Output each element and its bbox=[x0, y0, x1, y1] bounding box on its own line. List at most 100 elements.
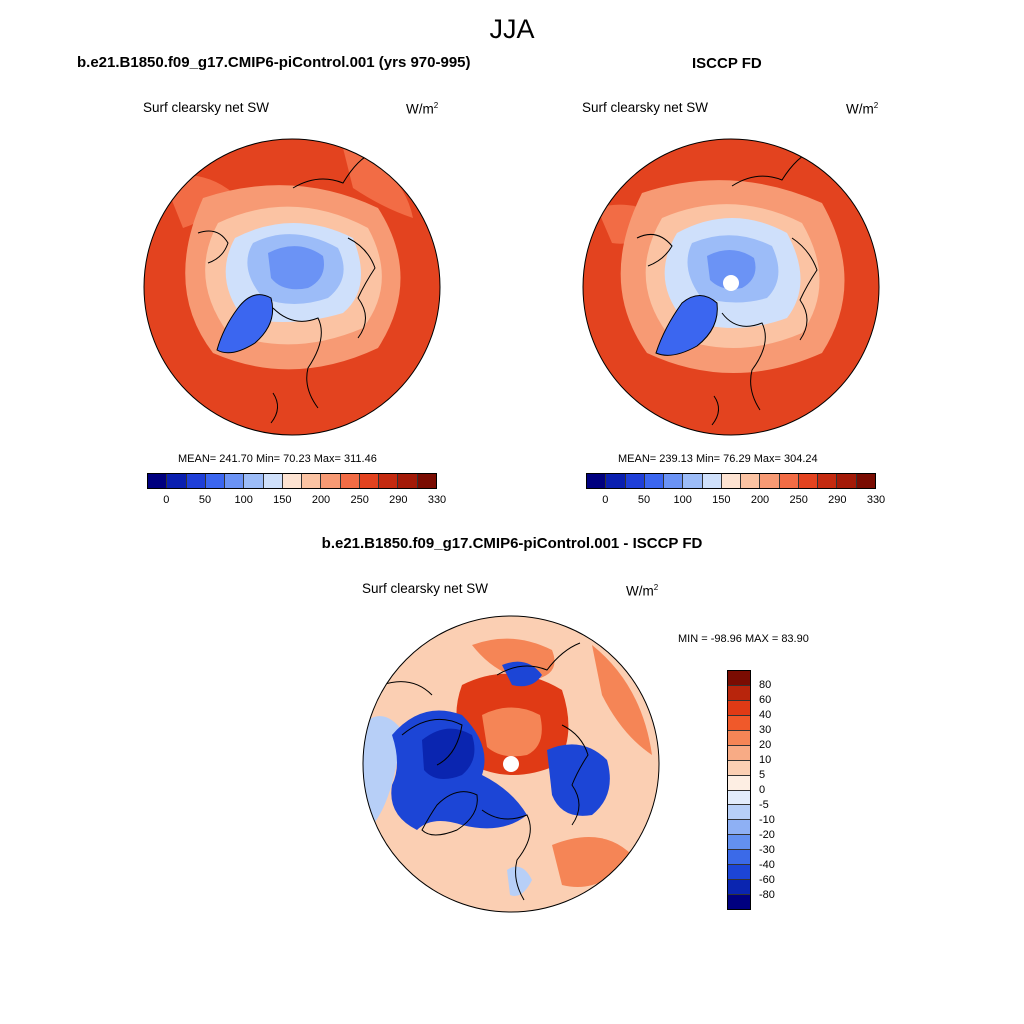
colorbar-swatch bbox=[741, 474, 761, 488]
panel3-colorbar-labels: 80 60 40 30 20 10 5 0 -5 -10 -20 -30 -40 -60 -80 bbox=[759, 670, 799, 910]
colorbar-tick-label: 150 bbox=[712, 494, 731, 506]
map-field bbox=[707, 249, 756, 289]
colorbar-tick-label: 50 bbox=[198, 494, 212, 506]
colorbar-swatch bbox=[606, 474, 626, 488]
colorbar-swatch bbox=[398, 474, 418, 488]
panel2-variable: Surf clearsky net SW bbox=[582, 100, 709, 115]
colorbar-swatch bbox=[282, 474, 303, 488]
colorbar-tick-label: 150 bbox=[273, 494, 292, 506]
colorbar-tick-label: -40 bbox=[759, 859, 775, 871]
colorbar-swatch bbox=[379, 474, 399, 488]
colorbar-swatch bbox=[728, 700, 750, 716]
colorbar-swatch bbox=[728, 715, 750, 731]
panel3-colorbar bbox=[727, 670, 751, 910]
colorbar-tick-label: 250 bbox=[350, 494, 369, 506]
colorbar-swatch bbox=[728, 671, 750, 686]
colorbar-tick-label: 290 bbox=[389, 494, 408, 506]
colorbar-swatch bbox=[728, 820, 750, 836]
colorbar-swatch bbox=[728, 730, 750, 746]
panel1-colorbar-labels: 0 50 100 150 200 250 290 330 bbox=[147, 494, 446, 508]
colorbar-tick-label: 200 bbox=[750, 494, 770, 506]
colorbar-swatch bbox=[728, 835, 750, 851]
map-field bbox=[507, 866, 532, 896]
colorbar-tick-label: 290 bbox=[828, 494, 847, 506]
colorbar-swatch bbox=[587, 474, 607, 488]
colorbar-tick-label: -10 bbox=[759, 814, 775, 826]
colorbar-tick-label: 40 bbox=[759, 709, 772, 721]
colorbar-swatch bbox=[321, 474, 341, 488]
pole-hole bbox=[723, 275, 739, 291]
colorbar-tick-label: -80 bbox=[759, 889, 775, 901]
colorbar-swatch bbox=[837, 474, 857, 488]
colorbar-swatch bbox=[760, 474, 780, 488]
colorbar-swatch bbox=[186, 474, 206, 488]
map-field bbox=[482, 707, 542, 757]
coastlines bbox=[636, 149, 818, 426]
colorbar-tick-label: -5 bbox=[759, 799, 769, 811]
colorbar-swatch bbox=[798, 474, 819, 488]
panel1-polar-map bbox=[143, 138, 441, 436]
colorbar-swatch bbox=[625, 474, 645, 488]
panel2-title: ISCCP FD bbox=[692, 55, 762, 72]
colorbar-tick-label: -60 bbox=[759, 874, 775, 886]
panel3-title: b.e21.B1850.f09_g17.CMIP6-piControl.001 … bbox=[321, 535, 703, 552]
colorbar-swatch bbox=[148, 474, 168, 488]
colorbar-swatch bbox=[302, 474, 322, 488]
panel2-stats: MEAN= 239.13 Min= 76.29 Max= 304.24 bbox=[618, 453, 818, 465]
colorbar-tick-label: 20 bbox=[759, 739, 772, 751]
colorbar-tick-label: -30 bbox=[759, 844, 775, 856]
colorbar-swatch bbox=[728, 685, 750, 701]
panel1-title: b.e21.B1850.f09_g17.CMIP6-piControl.001 … bbox=[77, 54, 471, 71]
colorbar-tick-label: 250 bbox=[789, 494, 808, 506]
colorbar-swatch bbox=[728, 850, 750, 866]
panel3-stats: MIN = -98.96 MAX = 83.90 bbox=[678, 633, 809, 645]
colorbar-tick-label: 100 bbox=[673, 494, 692, 506]
panel3-variable: Surf clearsky net SW bbox=[362, 581, 489, 596]
colorbar-tick-label: 80 bbox=[759, 679, 772, 691]
colorbar-swatch bbox=[728, 805, 750, 821]
colorbar-swatch bbox=[728, 790, 750, 806]
panel1-stats: MEAN= 241.70 Min= 70.23 Max= 311.46 bbox=[178, 453, 377, 465]
map-field bbox=[363, 716, 402, 835]
map-field bbox=[268, 246, 324, 290]
colorbar-swatch bbox=[728, 865, 750, 881]
panel2-polar-map bbox=[582, 138, 880, 436]
colorbar-swatch bbox=[225, 474, 245, 488]
pole-hole bbox=[503, 756, 519, 772]
panel1-units: W/m2 bbox=[406, 101, 439, 117]
map-field bbox=[422, 728, 475, 779]
colorbar-tick-label: -20 bbox=[759, 829, 775, 841]
colorbar-tick-label: 0 bbox=[759, 784, 766, 796]
colorbar-tick-label: 60 bbox=[759, 694, 772, 706]
colorbar-tick-label: 0 bbox=[602, 494, 609, 506]
colorbar-tick-label: 5 bbox=[759, 769, 766, 781]
colorbar-swatch bbox=[359, 474, 380, 488]
panel3-units: W/m2 bbox=[626, 583, 659, 599]
colorbar-swatch bbox=[340, 474, 360, 488]
greenland bbox=[217, 294, 273, 353]
map-field bbox=[547, 744, 610, 816]
colorbar-tick-label: 100 bbox=[234, 494, 253, 506]
colorbar-tick-label: 50 bbox=[637, 494, 651, 506]
map-field bbox=[592, 645, 652, 755]
colorbar-tick-label: 330 bbox=[866, 494, 886, 506]
colorbar-swatch bbox=[728, 745, 750, 761]
panel3-polar-map bbox=[362, 615, 660, 913]
colorbar-tick-label: 0 bbox=[163, 494, 170, 506]
colorbar-swatch bbox=[856, 474, 875, 488]
colorbar-swatch bbox=[644, 474, 665, 488]
panel1-variable: Surf clearsky net SW bbox=[143, 100, 270, 115]
colorbar-swatch bbox=[263, 474, 283, 488]
colorbar-swatch bbox=[779, 474, 799, 488]
colorbar-swatch bbox=[417, 474, 436, 488]
season-title: JJA bbox=[489, 14, 535, 44]
colorbar-tick-label: 330 bbox=[427, 494, 447, 506]
map-field bbox=[343, 148, 413, 218]
colorbar-swatch bbox=[721, 474, 742, 488]
panel2-colorbar-labels: 0 50 100 150 200 250 290 330 bbox=[586, 494, 885, 508]
panel2-colorbar bbox=[586, 473, 876, 489]
colorbar-swatch bbox=[728, 775, 750, 791]
colorbar-tick-label: 30 bbox=[759, 724, 772, 736]
colorbar-swatch bbox=[702, 474, 722, 488]
colorbar-swatch bbox=[167, 474, 187, 488]
